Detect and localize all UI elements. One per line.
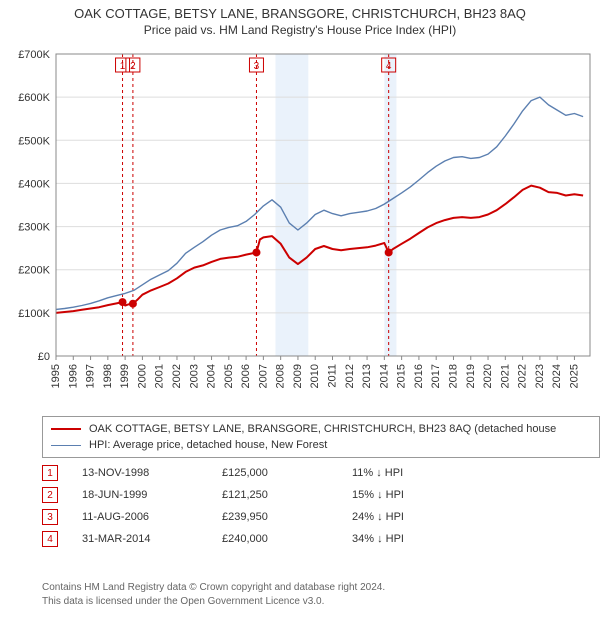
svg-text:2009: 2009	[292, 364, 304, 388]
svg-text:3: 3	[254, 61, 260, 72]
sale-diff: 34% ↓ HPI	[352, 533, 452, 545]
svg-text:2: 2	[130, 61, 136, 72]
svg-text:2025: 2025	[568, 364, 580, 388]
sale-price: £240,000	[222, 533, 352, 545]
footer-line2: This data is licensed under the Open Gov…	[42, 595, 385, 609]
legend: OAK COTTAGE, BETSY LANE, BRANSGORE, CHRI…	[42, 416, 600, 458]
svg-text:£700K: £700K	[18, 49, 50, 61]
sale-price: £121,250	[222, 489, 352, 501]
svg-text:£100K: £100K	[18, 308, 50, 320]
legend-row: OAK COTTAGE, BETSY LANE, BRANSGORE, CHRI…	[51, 421, 591, 437]
chart-area: £0 £100K £200K £300K £400K £500K £600K £700K 199…	[0, 44, 600, 404]
sale-date: 13-NOV-1998	[82, 467, 222, 479]
footer-attribution: Contains HM Land Registry data © Crown c…	[42, 581, 385, 608]
svg-text:2008: 2008	[275, 364, 287, 388]
sale-date: 11-AUG-2006	[82, 511, 222, 523]
svg-text:2002: 2002	[171, 364, 183, 388]
svg-text:2014: 2014	[378, 364, 390, 388]
sale-price: £125,000	[222, 467, 352, 479]
sale-marker-number: 4	[42, 531, 58, 547]
svg-text:2022: 2022	[517, 364, 529, 388]
svg-text:2020: 2020	[482, 364, 494, 388]
sale-marker-number: 1	[42, 465, 58, 481]
svg-text:2019: 2019	[465, 364, 477, 388]
sale-diff: 11% ↓ HPI	[352, 467, 452, 479]
svg-text:2006: 2006	[240, 364, 252, 388]
sale-row: 1 13-NOV-1998£125,00011% ↓ HPI	[42, 462, 452, 484]
svg-text:2013: 2013	[361, 364, 373, 388]
svg-text:2011: 2011	[327, 364, 339, 388]
footer-line1: Contains HM Land Registry data © Crown c…	[42, 581, 385, 595]
svg-text:1999: 1999	[119, 364, 131, 388]
sale-row: 2 18-JUN-1999£121,25015% ↓ HPI	[42, 484, 452, 506]
legend-label: OAK COTTAGE, BETSY LANE, BRANSGORE, CHRI…	[89, 423, 556, 435]
title-main: OAK COTTAGE, BETSY LANE, BRANSGORE, CHRI…	[0, 6, 600, 21]
legend-row: HPI: Average price, detached house, New …	[51, 437, 591, 453]
svg-text:£400K: £400K	[18, 178, 50, 190]
sale-date: 31-MAR-2014	[82, 533, 222, 545]
legend-swatch	[51, 428, 81, 430]
svg-text:2015: 2015	[396, 364, 408, 388]
svg-text:2012: 2012	[344, 364, 356, 388]
svg-text:2003: 2003	[188, 364, 200, 388]
svg-text:2010: 2010	[309, 364, 321, 388]
sale-diff: 15% ↓ HPI	[352, 489, 452, 501]
svg-text:1995: 1995	[50, 364, 62, 388]
svg-text:2001: 2001	[154, 364, 166, 388]
svg-text:2005: 2005	[223, 364, 235, 388]
sale-row: 3 11-AUG-2006£239,95024% ↓ HPI	[42, 506, 452, 528]
svg-text:2004: 2004	[206, 364, 218, 388]
svg-text:1: 1	[120, 61, 126, 72]
svg-text:1998: 1998	[102, 364, 114, 388]
legend-label: HPI: Average price, detached house, New …	[89, 439, 327, 451]
svg-text:4: 4	[386, 61, 392, 72]
sale-diff: 24% ↓ HPI	[352, 511, 452, 523]
svg-text:2023: 2023	[534, 364, 546, 388]
legend-swatch	[51, 445, 81, 446]
svg-text:2021: 2021	[499, 364, 511, 388]
sale-marker-number: 3	[42, 509, 58, 525]
svg-text:£500K: £500K	[18, 135, 50, 147]
svg-text:2024: 2024	[551, 364, 563, 388]
sale-price: £239,950	[222, 511, 352, 523]
sale-marker-number: 2	[42, 487, 58, 503]
sale-date: 18-JUN-1999	[82, 489, 222, 501]
svg-text:£600K: £600K	[18, 92, 50, 104]
svg-text:1997: 1997	[85, 364, 97, 388]
chart-titles: OAK COTTAGE, BETSY LANE, BRANSGORE, CHRI…	[0, 0, 600, 37]
svg-text:2017: 2017	[430, 364, 442, 388]
svg-text:£300K: £300K	[18, 222, 50, 234]
svg-text:£0: £0	[38, 351, 50, 363]
svg-text:1996: 1996	[67, 364, 79, 388]
svg-text:2018: 2018	[447, 364, 459, 388]
svg-text:2007: 2007	[257, 364, 269, 388]
sale-row: 4 31-MAR-2014£240,00034% ↓ HPI	[42, 528, 452, 550]
title-sub: Price paid vs. HM Land Registry's House …	[0, 23, 600, 37]
svg-text:2000: 2000	[136, 364, 148, 388]
chart-svg: £0 £100K £200K £300K £400K £500K £600K £700K 199…	[0, 44, 600, 404]
svg-text:2016: 2016	[413, 364, 425, 388]
svg-text:£200K: £200K	[18, 265, 50, 277]
sales-table: 1 13-NOV-1998£125,00011% ↓ HPI 2 18-JUN-199…	[42, 462, 452, 550]
